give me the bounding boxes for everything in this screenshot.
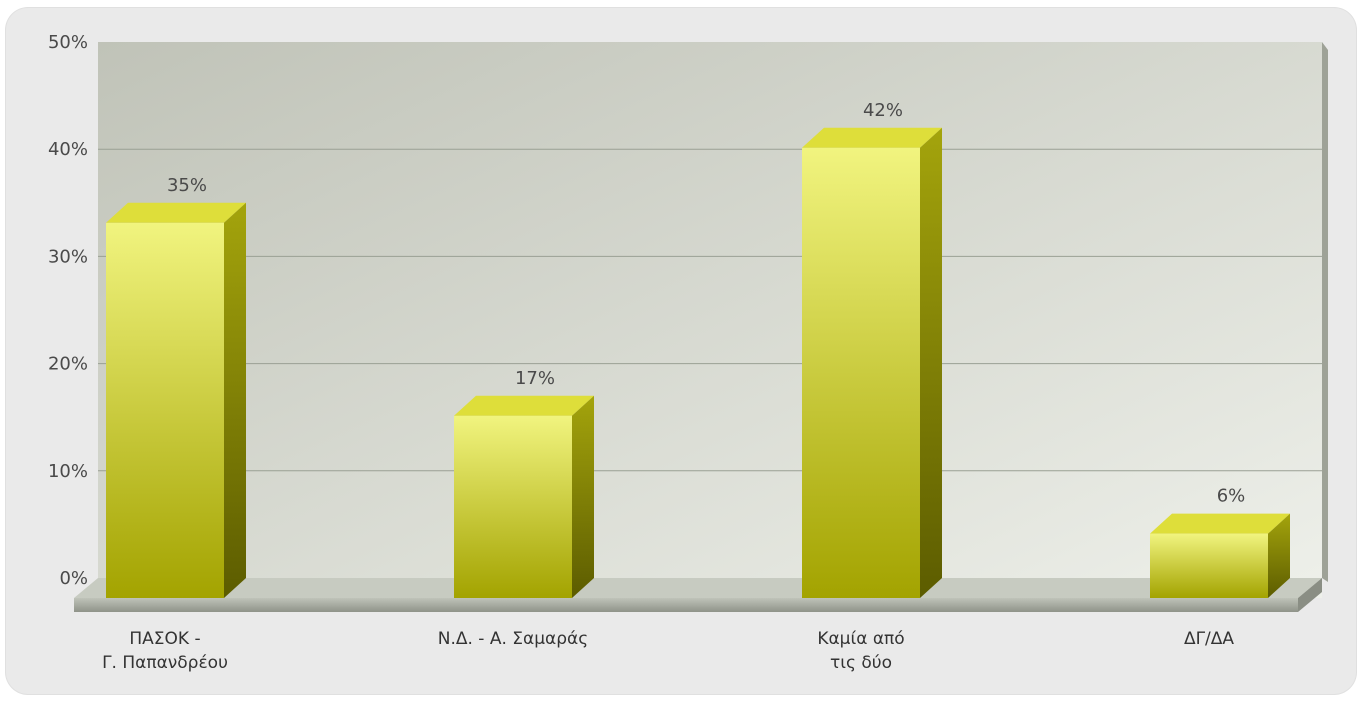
gridlines — [98, 148, 1322, 472]
chart-floor-front — [74, 598, 1298, 612]
bar-front — [454, 415, 572, 598]
bar-front — [802, 147, 920, 598]
bar — [1150, 513, 1290, 598]
bar-top — [802, 127, 942, 148]
chart-floor-top — [74, 578, 1322, 598]
x-category-label: Ν.Δ. - Α. Σαμαράς — [438, 629, 588, 649]
bar-side — [1268, 513, 1290, 598]
x-category-label: ΔΓ/ΔΑ — [1184, 629, 1234, 649]
bar-top — [106, 202, 246, 223]
plot-background — [98, 42, 1322, 598]
x-category-label: τις δύο — [830, 653, 892, 673]
bar — [802, 127, 942, 598]
bar-top — [454, 395, 594, 416]
plot-right-edge — [1322, 42, 1328, 582]
bar-value-label: 17% — [515, 368, 555, 389]
bar-front — [106, 222, 224, 599]
bar — [106, 202, 246, 599]
bar-value-label: 6% — [1217, 486, 1246, 507]
bar — [454, 395, 594, 598]
bar-top — [1150, 513, 1290, 534]
x-category-label: Καμία από — [817, 629, 904, 649]
bar-side — [224, 202, 246, 599]
bars — [106, 127, 1290, 599]
y-tick-label: 10% — [48, 461, 88, 482]
x-category-label: ΠΑΣΟΚ - — [129, 629, 200, 649]
y-tick-label: 50% — [48, 32, 88, 53]
y-tick-label: 20% — [48, 354, 88, 375]
bar-side — [572, 395, 594, 598]
bar-side — [920, 127, 942, 598]
bar-value-label: 42% — [863, 100, 903, 121]
y-tick-label: 40% — [48, 139, 88, 160]
bar-front — [1150, 533, 1268, 598]
x-category-label: Γ. Παπανδρέου — [102, 653, 228, 673]
y-tick-label: 30% — [48, 246, 88, 267]
bar-value-label: 35% — [167, 175, 207, 196]
chart-floor-side — [1298, 578, 1322, 612]
y-tick-label: 0% — [59, 568, 88, 589]
